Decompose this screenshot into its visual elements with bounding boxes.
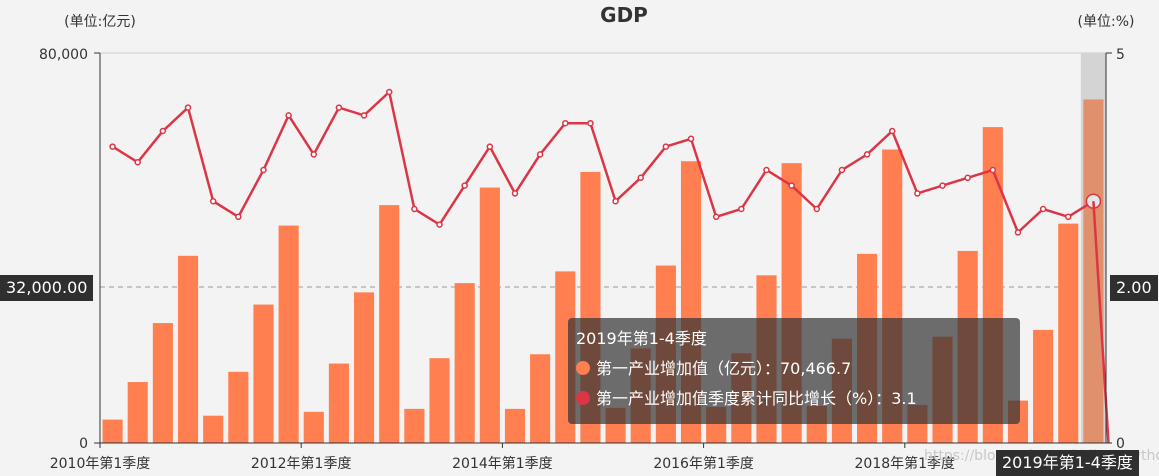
line-point-15[interactable] xyxy=(486,143,494,150)
line-point-35[interactable] xyxy=(989,166,997,174)
line-point-20[interactable] xyxy=(612,197,619,205)
line-point-32[interactable] xyxy=(914,190,921,197)
line-point-8[interactable] xyxy=(310,151,318,158)
x-tick-label-4: 2018年第1季度 xyxy=(855,455,956,472)
line-point-9[interactable] xyxy=(335,104,343,111)
x-pointer-label: 2019年第1-4季度 xyxy=(996,450,1139,476)
line-point-18[interactable] xyxy=(562,119,569,127)
line-point-33[interactable] xyxy=(939,182,946,189)
bar-16[interactable] xyxy=(504,408,526,443)
line-point-29[interactable] xyxy=(838,166,846,174)
line-point-21[interactable] xyxy=(637,174,644,182)
line-point-34[interactable] xyxy=(964,174,971,182)
line-point-28[interactable] xyxy=(813,205,821,213)
y-right-tick-max: 5 xyxy=(1116,47,1125,63)
bar-0[interactable] xyxy=(102,419,123,443)
line-series-dot-icon xyxy=(576,391,590,405)
line-point-12[interactable] xyxy=(411,205,418,213)
tooltip-title: 2019年第1-4季度 xyxy=(576,329,707,348)
line-point-3[interactable] xyxy=(184,104,192,111)
line-point-31[interactable] xyxy=(888,127,896,135)
tooltip-row-line-text: 第一产业增加值季度累计同比增长（%）：3.1 xyxy=(596,389,917,408)
bar-5[interactable] xyxy=(228,371,249,443)
bar-17[interactable] xyxy=(530,354,551,443)
x-tick-label-1: 2012年第1季度 xyxy=(251,455,352,472)
bar-14[interactable] xyxy=(454,283,475,443)
tooltip-row-bar-text: 第一产业增加值（亿元）：70,466.7 xyxy=(596,359,852,378)
bar-12[interactable] xyxy=(404,408,425,443)
line-point-5[interactable] xyxy=(235,213,242,221)
bar-38[interactable] xyxy=(1058,223,1079,443)
y-left-tick-min: 0 xyxy=(79,436,88,452)
y-right-unit: (单位:%) xyxy=(1078,14,1135,30)
line-point-6[interactable] xyxy=(260,166,267,174)
line-point-2[interactable] xyxy=(159,127,167,135)
line-point-0[interactable] xyxy=(109,143,116,150)
line-point-37[interactable] xyxy=(1039,205,1047,213)
bar-15[interactable] xyxy=(479,187,500,443)
bar-8[interactable] xyxy=(303,411,324,443)
line-point-22[interactable] xyxy=(662,143,670,150)
line-point-38[interactable] xyxy=(1065,213,1072,221)
y-right-tick-min: 0 xyxy=(1116,436,1125,452)
line-point-27[interactable] xyxy=(788,182,795,189)
bar-series-dot-icon xyxy=(576,361,590,375)
bar-9[interactable] xyxy=(328,363,349,443)
line-point-26[interactable] xyxy=(763,166,770,174)
line-point-16[interactable] xyxy=(511,190,519,197)
growth-line xyxy=(111,89,1095,235)
bar-3[interactable] xyxy=(177,255,199,443)
line-point-30[interactable] xyxy=(863,151,871,158)
tooltip: 2019年第1-4季度 第一产业增加值（亿元）：70,466.7 第一产业增加值… xyxy=(568,318,1020,424)
bar-1[interactable] xyxy=(127,382,148,443)
x-tick-label-0: 2010年第1季度 xyxy=(50,455,151,472)
x-tick-label-3: 2016年第1季度 xyxy=(653,455,754,472)
line-point-17[interactable] xyxy=(536,151,544,158)
line-point-11[interactable] xyxy=(385,88,393,96)
y-left-pointer-label: 32,000.00 xyxy=(0,275,94,301)
bar-11[interactable] xyxy=(379,205,400,443)
line-point-36[interactable] xyxy=(1014,229,1022,236)
bar-39[interactable] xyxy=(1083,99,1104,443)
chart-title: GDP xyxy=(600,3,648,27)
line-point-7[interactable] xyxy=(285,112,292,119)
line-point-23[interactable] xyxy=(687,135,695,143)
bar-7[interactable] xyxy=(278,225,299,443)
line-point-25[interactable] xyxy=(738,205,745,213)
x-tick-label-2: 2014年第1季度 xyxy=(452,455,553,472)
bar-2[interactable] xyxy=(152,323,173,443)
line-point-14[interactable] xyxy=(461,182,468,189)
bar-13[interactable] xyxy=(429,358,450,443)
y-left-unit: (单位:亿元) xyxy=(64,14,136,30)
line-point-19[interactable] xyxy=(587,119,594,127)
y-right-pointer-label: 2.00 xyxy=(1110,275,1158,301)
bar-37[interactable] xyxy=(1033,329,1054,443)
line-point-24[interactable] xyxy=(712,213,720,221)
line-point-4[interactable] xyxy=(209,197,217,205)
bar-10[interactable] xyxy=(354,292,375,443)
line-point-10[interactable] xyxy=(360,112,368,119)
line-point-1[interactable] xyxy=(134,158,141,166)
bar-6[interactable] xyxy=(253,304,274,443)
tooltip-row-bar: 第一产业增加值（亿元）：70,466.7 xyxy=(576,354,1012,384)
y-left-tick-max: 80,000 xyxy=(39,47,88,63)
bar-4[interactable] xyxy=(203,415,224,443)
line-point-13[interactable] xyxy=(436,221,443,228)
tooltip-row-line: 第一产业增加值季度累计同比增长（%）：3.1 xyxy=(576,384,1012,414)
